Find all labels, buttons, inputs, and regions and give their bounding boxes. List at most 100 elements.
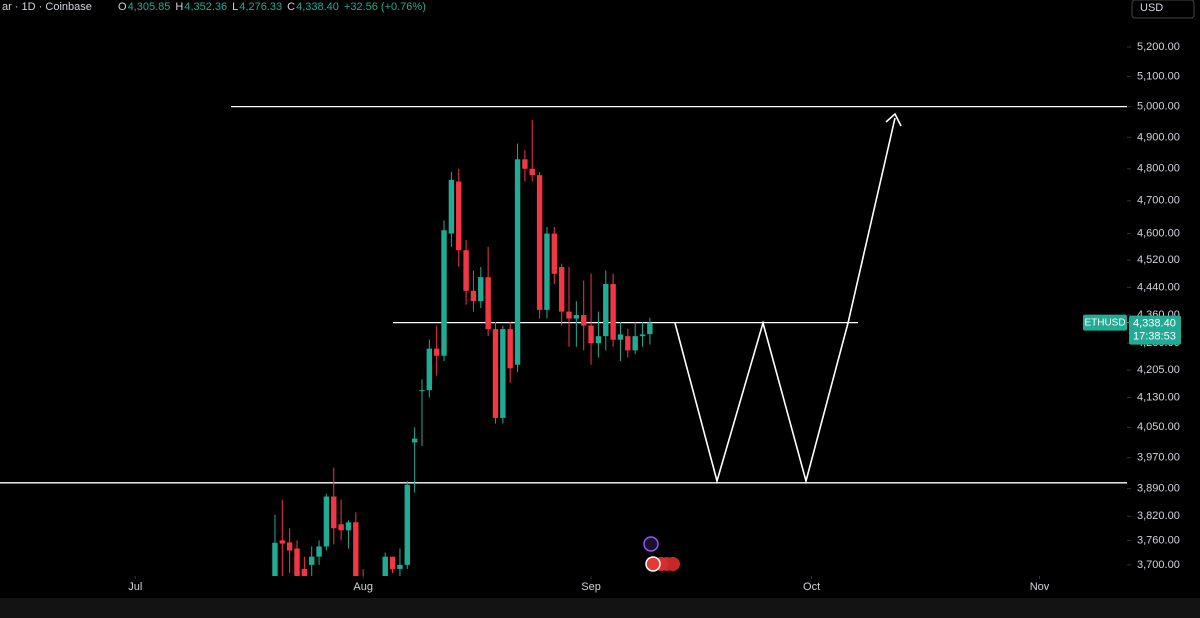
candle-body (500, 329, 506, 418)
candle-body (382, 556, 388, 576)
y-tick-label: 4,900.00 (1137, 131, 1180, 143)
y-tick-label: 3,760.00 (1137, 534, 1180, 546)
candle-body (573, 315, 580, 319)
candle-body (345, 522, 352, 531)
y-tick-label: 4,700.00 (1137, 195, 1180, 207)
symbol-tag: ETHUSD (1084, 317, 1125, 328)
plot-area (0, 106, 1127, 576)
price-box (1129, 315, 1181, 345)
y-tick-label: 5,100.00 (1137, 70, 1180, 82)
candle-body (286, 542, 293, 551)
candle-body (485, 277, 491, 330)
y-tick-label: 5,000.00 (1137, 101, 1180, 113)
header-value: 4,305.85 (128, 1, 171, 13)
currency-button[interactable] (1131, 0, 1195, 19)
candle-body (448, 179, 455, 234)
header-value: 4,276.33 (239, 1, 282, 13)
candle-body (426, 348, 433, 391)
x-tick-label: Sep (581, 581, 601, 593)
candle-body (316, 546, 322, 557)
candle-body (331, 496, 337, 529)
header-label: L (232, 1, 238, 13)
candle-body (441, 230, 447, 356)
candle-body (617, 334, 624, 340)
candle-body (463, 250, 469, 291)
countdown: 17:38:53 (1133, 331, 1176, 343)
candle-body (338, 524, 344, 531)
candle-body (603, 283, 609, 337)
candle-body (309, 556, 315, 565)
ohlc-header: O 4,305.85 H 4,352.36 L 4,276.33 C 4,338.40 +32.… (118, 1, 426, 13)
x-tick-label: Oct (803, 581, 820, 593)
candle-body (419, 390, 425, 392)
header-label: O (118, 1, 127, 13)
candle-body (536, 175, 543, 310)
candle-body (404, 484, 410, 565)
candle-body (470, 290, 477, 302)
event-icon (643, 536, 659, 552)
y-tick-label: 3,890.00 (1137, 483, 1180, 495)
candle-body (647, 322, 653, 335)
candle-body (639, 334, 646, 337)
candle-body (595, 336, 602, 344)
candle-body (588, 325, 594, 344)
candle-body (294, 548, 300, 576)
candle-body (478, 277, 484, 302)
candle-body (507, 329, 513, 369)
candle-body (492, 329, 499, 418)
y-tick-label: 4,050.00 (1137, 421, 1180, 433)
y-tick-label: 4,440.00 (1137, 281, 1180, 293)
candle-body (610, 283, 616, 340)
candle-body (456, 181, 462, 251)
last-price-label: 4,338.40 (1133, 318, 1176, 330)
currency-label: USD (1140, 2, 1163, 14)
candle-body (566, 311, 572, 319)
header-value: 4,352.36 (184, 1, 227, 13)
candle-body (353, 522, 359, 576)
y-tick-label: 3,970.00 (1137, 452, 1180, 464)
w-pattern-path (674, 117, 896, 485)
candle-body (397, 564, 403, 569)
y-tick-label: 4,600.00 (1137, 227, 1180, 239)
bottom-bar (0, 598, 1200, 618)
header-change: +32.56 (+0.76%) (344, 1, 426, 13)
x-tick-label: Nov (1030, 581, 1050, 593)
candle-body (514, 159, 521, 365)
header-label: C (287, 1, 295, 13)
symbol-info: ar · 1D · Coinbase (2, 1, 92, 13)
candle-body (529, 168, 535, 176)
y-tick-label: 4,205.00 (1137, 364, 1180, 376)
y-tick-label: 5,200.00 (1137, 41, 1180, 53)
arrow-head (885, 112, 902, 127)
symbol-tag-box (1083, 314, 1127, 331)
y-tick-label: 3,700.00 (1137, 559, 1180, 571)
candle-body (323, 496, 330, 547)
candle-body (522, 159, 528, 169)
y-tick-label: 4,520.00 (1137, 254, 1180, 266)
candle-body (433, 348, 440, 356)
y-tick-label: 4,800.00 (1137, 163, 1180, 175)
candle-body (632, 336, 638, 351)
candle-body (279, 540, 286, 544)
header-label: H (175, 1, 183, 13)
x-tick-label: Aug (353, 581, 373, 593)
candle-body (411, 438, 418, 443)
candle-body (544, 233, 550, 310)
x-tick-label: Jul (128, 581, 142, 593)
event-icons (643, 536, 680, 572)
header-value: 4,338.40 (296, 1, 339, 13)
w-pattern-drawing (674, 112, 902, 485)
candle-body (301, 568, 308, 576)
candle-body (625, 336, 631, 351)
y-tick-label: 4,130.00 (1137, 391, 1180, 403)
candle-body (581, 315, 587, 326)
candle-body (551, 233, 558, 274)
candle-body (389, 556, 396, 569)
event-icon (645, 556, 661, 572)
candle-body (558, 266, 565, 312)
candle-body (272, 542, 278, 576)
y-tick-label: 3,820.00 (1137, 510, 1180, 522)
